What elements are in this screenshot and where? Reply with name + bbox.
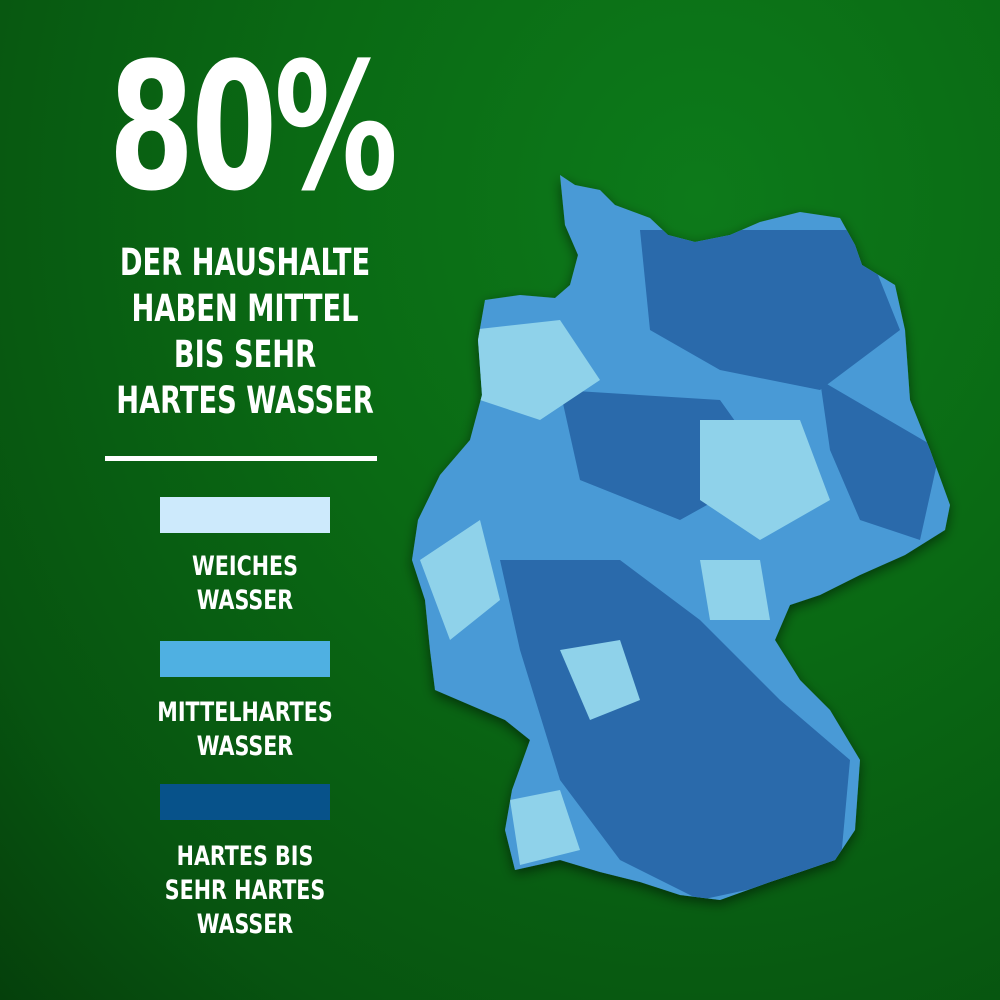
- legend-line: WEICHES: [192, 551, 298, 582]
- headline-line: HABEN MITTEL: [131, 287, 359, 330]
- legend-line: WASSER: [196, 585, 294, 616]
- headline-line: HARTES WASSER: [116, 379, 374, 422]
- legend-label-soft: WEICHES WASSER: [147, 550, 343, 618]
- hard-region: [640, 230, 900, 390]
- soft-region: [510, 790, 580, 865]
- legend-line: WASSER: [196, 909, 294, 940]
- legend-line: SEHR HARTES: [164, 875, 326, 906]
- legend-label-hard: HARTES BIS SEHR HARTES WASSER: [147, 840, 343, 942]
- headline-line: DER HAUSHALTE: [119, 241, 371, 284]
- legend-swatch-hard: [160, 784, 330, 820]
- hard-region: [820, 380, 940, 540]
- soft-region: [700, 420, 830, 540]
- legend-line: MITTELHARTES: [157, 697, 333, 728]
- headline-text: DER HAUSHALTE HABEN MITTEL BIS SEHR HART…: [102, 240, 389, 424]
- soft-region: [420, 520, 500, 640]
- divider: [105, 456, 377, 461]
- headline-percentage: 80%: [108, 25, 398, 230]
- legend-swatch-soft: [160, 497, 330, 533]
- legend-swatch-medium: [160, 641, 330, 677]
- hard-region: [500, 560, 850, 900]
- legend-line: HARTES BIS: [176, 841, 314, 872]
- legend-label-medium: MITTELHARTES WASSER: [147, 696, 343, 764]
- hardness-regions: [420, 230, 940, 900]
- headline-line: BIS SEHR: [173, 333, 317, 376]
- soft-region: [470, 320, 600, 420]
- legend-line: WASSER: [196, 731, 294, 762]
- soft-region: [560, 640, 640, 720]
- soft-region: [700, 560, 770, 620]
